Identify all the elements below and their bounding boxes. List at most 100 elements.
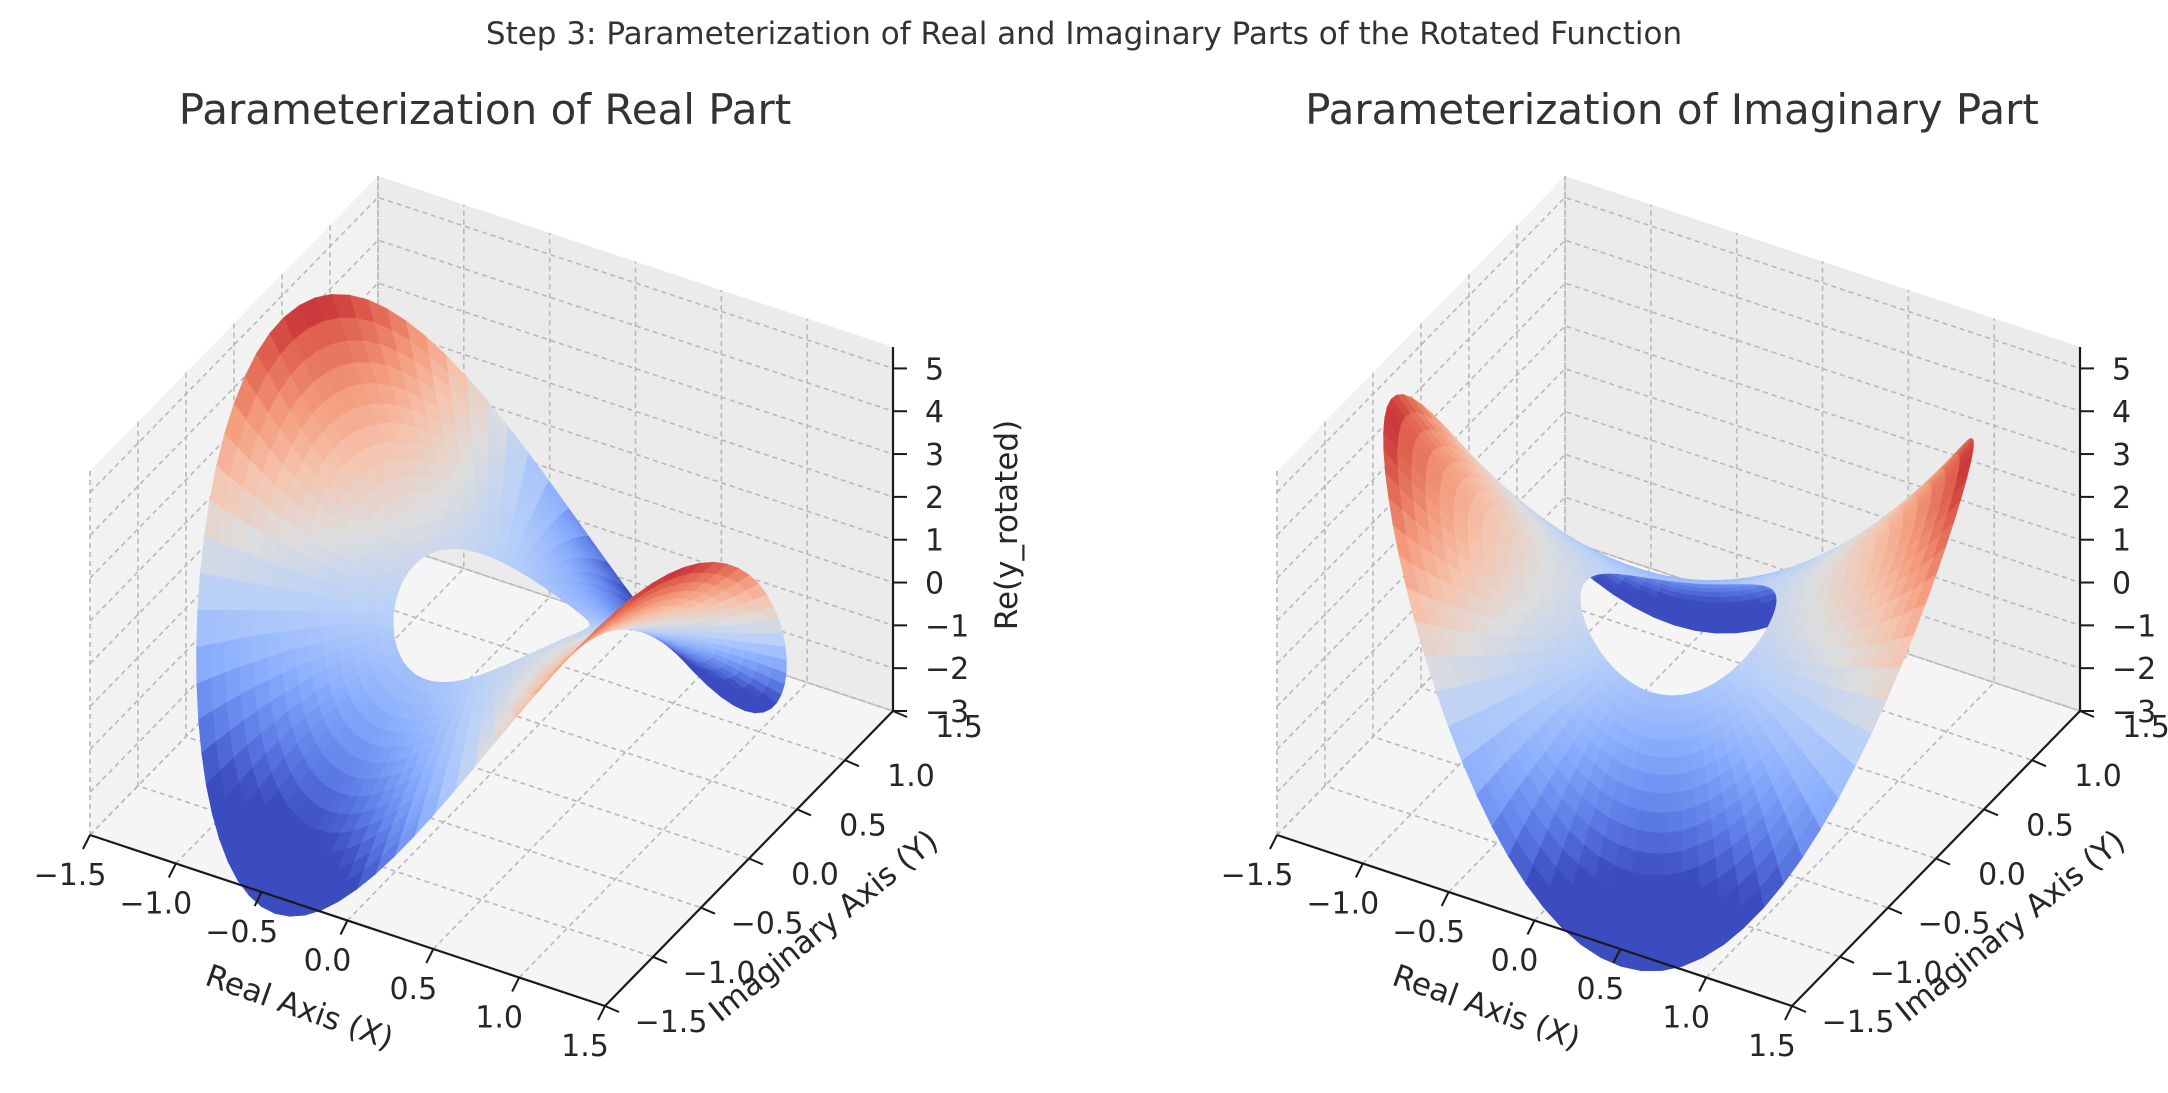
y-tick	[604, 1005, 620, 1013]
surface-facet	[1662, 917, 1683, 946]
surface-facet	[1623, 917, 1646, 946]
surface-facet	[1620, 941, 1644, 972]
surface-facet	[239, 581, 257, 611]
grid-line-z	[1276, 239, 2081, 536]
surface-facet	[1626, 894, 1648, 922]
x-axis-label: Real Axis (X)	[201, 958, 398, 1057]
z-tick-label: 4	[2112, 395, 2131, 430]
x-tick	[1269, 834, 1278, 850]
y-tick	[652, 955, 668, 964]
y-tick-label: −1.5	[635, 1005, 708, 1040]
y-tick	[2031, 759, 2047, 768]
surface-facet	[1656, 757, 1671, 776]
z-tick-label: 2	[2112, 481, 2131, 516]
y-tick	[700, 906, 716, 915]
surface-facet	[280, 610, 296, 633]
z-tick-label: 3	[925, 438, 944, 473]
surface-facet	[1713, 623, 1737, 634]
x-tick	[1440, 891, 1450, 907]
surface-facet	[197, 572, 215, 611]
x-tick	[597, 1005, 606, 1021]
surface-facet	[1680, 753, 1693, 775]
tick-labels: −1.5−1.0−0.50.00.51.01.5−1.5−1.0−0.50.00…	[1221, 352, 2168, 1064]
grid-line-z	[1276, 324, 2081, 622]
grid-line-z	[89, 324, 894, 622]
subplot-imaginary-part: Parameterization of Imaginary Part −1.5−…	[1221, 85, 2168, 1064]
z-tick-label: −1	[925, 609, 969, 644]
z-tick-label: −2	[925, 652, 969, 687]
surface-facet	[337, 598, 354, 613]
y-tick-label: −1.5	[1822, 1005, 1895, 1040]
x-tick-label: 1.5	[1748, 1029, 1796, 1064]
surface-facet	[1708, 601, 1729, 610]
grid-line-z	[1276, 367, 2081, 665]
y-tick	[1839, 955, 1855, 964]
y-tick-label: −1.0	[683, 956, 756, 991]
grid-line-x	[1705, 318, 1995, 979]
surface-facet	[1663, 872, 1683, 899]
surface-facet	[1709, 608, 1731, 617]
grid-line-z	[1276, 539, 2081, 836]
surface-facet	[336, 611, 352, 626]
surface-facet	[1642, 772, 1658, 794]
x-tick-label: 0.5	[1576, 972, 1624, 1007]
surface-facet	[266, 610, 282, 635]
surface-facet	[211, 575, 229, 611]
x-tick	[1526, 920, 1536, 935]
y-tick	[1791, 1005, 1807, 1013]
surface-facet	[1646, 875, 1666, 899]
x-tick-label: −1.0	[1306, 887, 1379, 922]
x-tick-label: 0.0	[304, 944, 352, 979]
surface-facet	[1671, 709, 1681, 726]
surface-facet	[351, 600, 368, 614]
z-tick-label: 0	[2112, 567, 2131, 602]
z-tick-label: −3	[2112, 695, 2156, 730]
y-tick	[1935, 857, 1951, 866]
surface-facet	[1683, 580, 1694, 584]
y-tick-label: −0.5	[1918, 907, 1991, 942]
surface-facet	[322, 611, 338, 628]
subplot-real-part: Parameterization of Real Part −1.5 −1.0 −0…	[34, 85, 1025, 1064]
surface-facet	[308, 610, 324, 629]
z-tick-label: 2	[925, 481, 944, 516]
x-tick	[511, 977, 521, 992]
surface-facet	[309, 593, 326, 612]
z-tick-label: 5	[2112, 352, 2131, 387]
y-tick-label: −1.0	[1870, 956, 1943, 991]
surface-facet	[224, 638, 240, 674]
surface-facet	[1634, 829, 1653, 855]
x-tick	[425, 948, 435, 964]
grid-line-x	[518, 318, 809, 979]
y-tick-label: −0.5	[731, 907, 804, 942]
surface-facet	[378, 612, 394, 622]
x-tick-label: 1.0	[1662, 1001, 1710, 1036]
y-tick	[1887, 906, 1903, 915]
surface-facet	[1664, 851, 1683, 876]
y-tick-label: 0.0	[791, 858, 839, 893]
surface-facet	[283, 567, 301, 593]
surface-facet	[1642, 921, 1664, 946]
surface-facet	[281, 588, 298, 612]
z-tick-label: 1	[2112, 524, 2131, 559]
subplot-title: Parameterization of Real Part	[179, 85, 791, 134]
surface-facet	[1667, 773, 1682, 795]
x-tick	[1612, 948, 1622, 964]
x-tick-label: 1.5	[561, 1029, 609, 1064]
surface-facet	[1663, 894, 1683, 922]
surface-facet	[253, 583, 270, 611]
x-tick	[1354, 863, 1364, 878]
x-tick-label: −0.5	[205, 915, 278, 950]
y-tick	[748, 857, 764, 866]
grid-line-z	[89, 196, 894, 493]
z-tick-label: 4	[925, 395, 944, 430]
surface-facet	[1669, 739, 1681, 759]
z-tick-label: 0	[925, 567, 944, 602]
surface-facet	[1645, 755, 1660, 776]
x-tick-label: −1.0	[119, 887, 192, 922]
z-tick-label: 1	[925, 524, 944, 559]
grid-line-y	[137, 421, 654, 958]
surface-facet	[294, 610, 310, 631]
surface-facet	[1666, 810, 1682, 834]
x-tick	[1784, 1005, 1793, 1021]
